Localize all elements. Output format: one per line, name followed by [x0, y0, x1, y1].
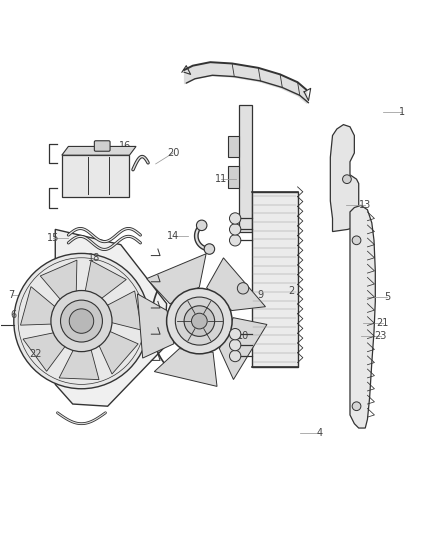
- Polygon shape: [147, 254, 206, 304]
- Circle shape: [197, 220, 207, 231]
- Text: 23: 23: [374, 332, 387, 341]
- Circle shape: [352, 236, 361, 245]
- Circle shape: [230, 224, 241, 235]
- Polygon shape: [252, 192, 297, 367]
- Circle shape: [69, 309, 94, 333]
- Text: 22: 22: [29, 349, 42, 359]
- Polygon shape: [62, 147, 136, 155]
- Text: 11: 11: [215, 174, 227, 184]
- Circle shape: [14, 253, 149, 389]
- Circle shape: [60, 300, 102, 342]
- Text: 21: 21: [377, 318, 389, 328]
- Text: 14: 14: [167, 231, 179, 241]
- Text: 8: 8: [170, 310, 176, 319]
- Text: 7: 7: [8, 290, 15, 300]
- Text: 15: 15: [47, 233, 59, 243]
- Circle shape: [184, 306, 215, 336]
- Text: 9: 9: [258, 290, 264, 300]
- Polygon shape: [228, 166, 239, 188]
- Polygon shape: [62, 155, 130, 197]
- Text: 4: 4: [316, 429, 322, 438]
- Text: 17: 17: [84, 155, 96, 165]
- Polygon shape: [21, 287, 60, 325]
- Polygon shape: [219, 318, 267, 379]
- Polygon shape: [84, 261, 126, 302]
- Circle shape: [230, 350, 241, 362]
- Text: 13: 13: [359, 200, 371, 211]
- Text: 1: 1: [399, 107, 406, 117]
- Polygon shape: [102, 291, 142, 330]
- Circle shape: [51, 290, 112, 352]
- Polygon shape: [23, 332, 69, 372]
- Circle shape: [166, 288, 232, 354]
- Text: 6: 6: [11, 310, 17, 319]
- Circle shape: [230, 340, 241, 351]
- Circle shape: [237, 282, 249, 294]
- Text: 2: 2: [288, 286, 294, 295]
- Text: 10: 10: [237, 332, 249, 341]
- Circle shape: [204, 244, 215, 254]
- Circle shape: [352, 402, 361, 410]
- Circle shape: [230, 328, 241, 340]
- Circle shape: [230, 213, 241, 224]
- Polygon shape: [55, 229, 166, 406]
- Circle shape: [191, 313, 207, 329]
- Polygon shape: [138, 294, 174, 358]
- Text: 16: 16: [119, 141, 131, 151]
- Polygon shape: [40, 260, 77, 304]
- Polygon shape: [350, 205, 375, 428]
- Circle shape: [343, 175, 351, 183]
- Polygon shape: [154, 349, 217, 386]
- Polygon shape: [330, 125, 359, 231]
- Circle shape: [175, 297, 223, 345]
- Polygon shape: [59, 344, 99, 379]
- Text: 18: 18: [88, 253, 101, 263]
- Polygon shape: [96, 329, 138, 374]
- Polygon shape: [207, 258, 265, 311]
- Polygon shape: [228, 135, 239, 157]
- Text: 5: 5: [384, 292, 390, 302]
- FancyBboxPatch shape: [94, 141, 110, 151]
- Text: 20: 20: [167, 148, 179, 158]
- Polygon shape: [239, 105, 252, 231]
- Circle shape: [230, 235, 241, 246]
